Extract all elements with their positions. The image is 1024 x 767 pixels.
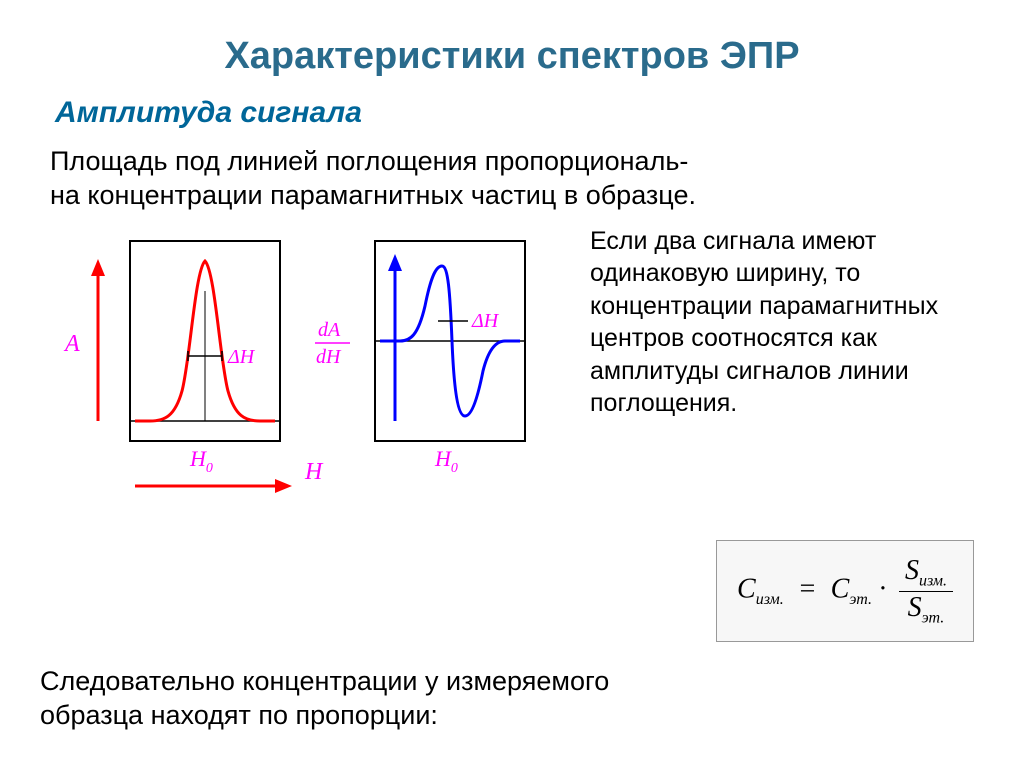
left-y-label: A <box>63 331 80 357</box>
right-y-arrow-head <box>388 254 402 271</box>
conclusion-text: Следовательно концентрации у измеряемого… <box>40 665 609 733</box>
right-y-label-den: dH <box>316 346 342 368</box>
conclusion-line-1: Следовательно концентрации у измеряемого <box>40 666 609 696</box>
formula-eq: = <box>798 574 817 605</box>
left-dh-label: ΔH <box>227 346 256 368</box>
formula-mid-sub: эт. <box>849 591 872 608</box>
intro-text: Площадь под линией поглощения пропорцион… <box>50 145 984 213</box>
right-y-label-num: dA <box>318 319 341 341</box>
epr-graphs-svg: ΔH A H0 H dA dH <box>40 221 580 506</box>
graph-area: ΔH A H0 H dA dH <box>40 221 580 506</box>
slide-title: Характеристики спектров ЭПР <box>40 35 984 78</box>
formula-lhs-sub: изм. <box>756 591 784 608</box>
right-dh-label: ΔH <box>471 310 500 332</box>
formula-num-sub: изм. <box>919 573 947 590</box>
h-arrow-head <box>275 479 292 493</box>
conclusion-line-2: образца находят по пропорции: <box>40 700 438 730</box>
h-arrow-label: H <box>304 459 324 485</box>
right-paragraph: Если два сигнала имеют одинаковую ширину… <box>590 225 984 420</box>
slide-subtitle: Амплитуда сигнала <box>55 96 984 130</box>
formula-den-S: S <box>908 592 922 623</box>
formula-den-sub: эт. <box>922 609 945 626</box>
intro-line-1: Площадь под линией поглощения пропорцион… <box>50 146 688 176</box>
formula-dot: · <box>879 574 886 605</box>
formula-lhs-C: C <box>737 574 756 605</box>
right-h0-label: H0 <box>434 446 458 476</box>
intro-line-2: на концентрации парамагнитных частиц в о… <box>50 180 696 210</box>
formula-box: Cизм. = Cэт. · Sизм. Sэт. <box>716 540 974 642</box>
formula-mid-C: C <box>831 574 850 605</box>
left-h0-label: H0 <box>189 446 213 476</box>
formula-fraction: Sизм. Sэт. <box>899 555 953 627</box>
formula-num-S: S <box>905 555 919 586</box>
left-y-arrow-head <box>91 259 105 276</box>
